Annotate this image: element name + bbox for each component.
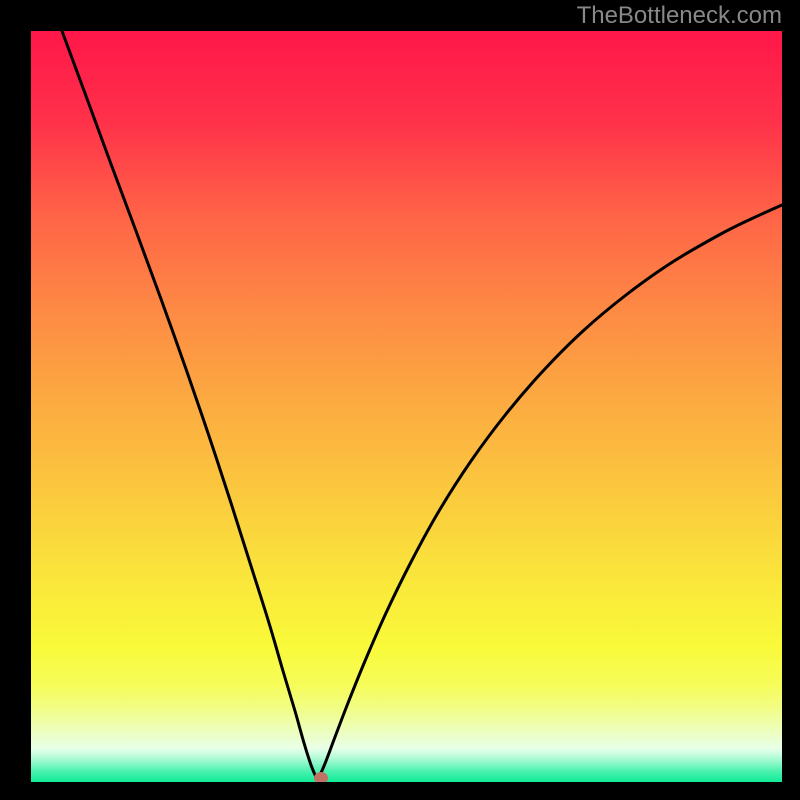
bottleneck-curve-path (62, 31, 782, 779)
plot-area (31, 31, 782, 782)
frame-bottom (0, 782, 800, 800)
frame-right (782, 0, 800, 800)
watermark-text: TheBottleneck.com (577, 2, 782, 30)
frame-left (0, 0, 31, 800)
bottleneck-curve-svg (31, 31, 782, 782)
